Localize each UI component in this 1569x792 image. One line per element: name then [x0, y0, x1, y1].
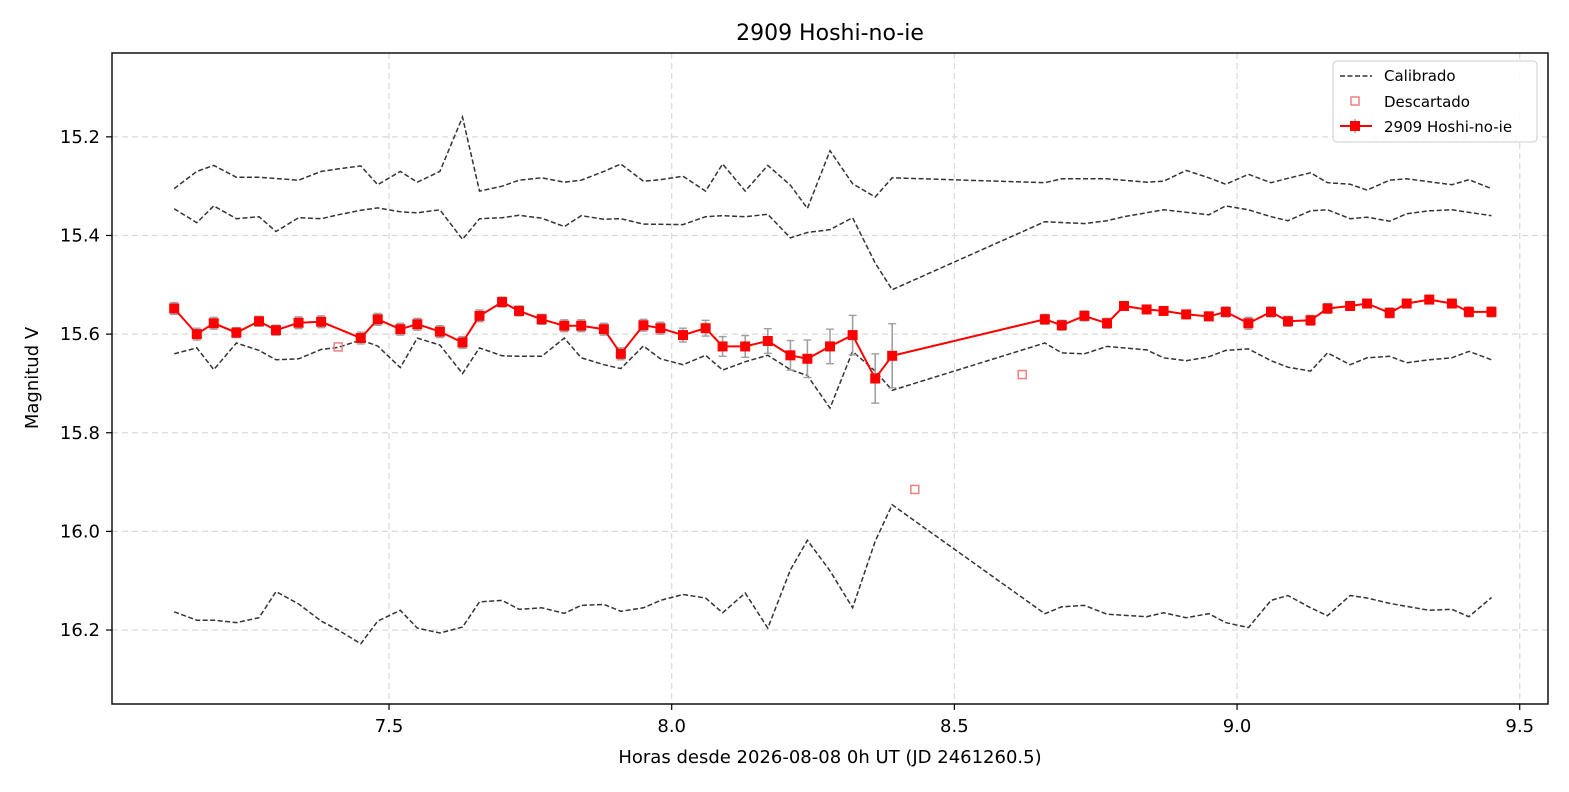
legend-calibrated-label: Calibrado [1384, 67, 1456, 85]
target-point [1079, 310, 1090, 321]
calibrated-line [174, 337, 1492, 410]
legend-discarded-label: Descartado [1384, 93, 1470, 111]
calibrated-line [173, 204, 1492, 291]
target-point [514, 305, 525, 316]
chart-title: 2909 Hoshi-no-ie [736, 21, 924, 46]
x-axis: 7.5 8.0 8.5 9.0 9.5 [375, 704, 1534, 737]
y-axis-label: Magnitud V [22, 326, 43, 429]
target-point [1424, 294, 1435, 305]
target-point [847, 330, 858, 341]
target-point [1102, 318, 1113, 329]
x-axis-label: Horas desde 2026-08-08 0h UT (JD 2461260… [618, 747, 1041, 768]
y-tick-label: 16.2 [60, 620, 100, 641]
target-point [169, 303, 180, 314]
target-point [1463, 306, 1474, 317]
plot-frame [111, 52, 1549, 705]
target-point [316, 316, 327, 327]
target-point [559, 320, 570, 331]
target-point [293, 317, 304, 328]
target-point [785, 350, 796, 361]
target-point [474, 310, 485, 321]
y-tick-label: 15.8 [60, 423, 100, 444]
discarded-points-group [333, 342, 1027, 495]
target-point [434, 326, 445, 337]
target-point [372, 314, 383, 325]
target-point [1056, 320, 1067, 331]
target-point [655, 323, 666, 334]
target-point [1446, 298, 1457, 309]
target-point [457, 337, 468, 348]
target-point [700, 323, 711, 334]
y-tick-label: 16.0 [60, 521, 100, 542]
target-point [1384, 307, 1395, 318]
target-point [870, 373, 881, 384]
target-point [678, 330, 689, 341]
target-point [717, 341, 728, 352]
target-point [1243, 318, 1254, 329]
target-point [355, 333, 366, 344]
calibrated-line [173, 114, 1492, 210]
target-point [887, 350, 898, 361]
target-point [576, 320, 587, 331]
target-point [231, 327, 242, 338]
x-tick-label: 8.5 [940, 716, 969, 737]
legend: Calibrado Descartado 2909 Hoshi-no-ie [1332, 60, 1538, 143]
legend-discarded-swatch [1350, 96, 1360, 106]
target-point [598, 324, 609, 335]
y-tick-label: 15.6 [60, 324, 100, 345]
discarded-point [1017, 369, 1027, 380]
legend-target-label: 2909 Hoshi-no-ie [1384, 118, 1512, 136]
target-line [173, 298, 1492, 381]
legend-box [1332, 60, 1538, 143]
target-point [1345, 301, 1356, 312]
y-tick-label: 15.4 [60, 225, 100, 246]
target-point [1486, 306, 1497, 317]
target-point [1282, 316, 1293, 327]
target-point [615, 348, 626, 359]
target-point [1305, 315, 1316, 326]
target-point [802, 353, 813, 364]
target-point [740, 341, 751, 352]
target-series-group [169, 294, 1497, 404]
target-point [1141, 304, 1152, 315]
target-point [1203, 311, 1214, 322]
target-point [536, 314, 547, 325]
grid [112, 53, 1548, 704]
target-point [1181, 309, 1192, 320]
target-point [1039, 314, 1050, 325]
target-point [253, 316, 264, 327]
target-point [638, 320, 649, 331]
target-point [1220, 306, 1231, 317]
calibrated-series-group [173, 114, 1492, 645]
target-point [270, 325, 281, 336]
x-tick-label: 9.0 [1223, 716, 1252, 737]
target-point [1118, 301, 1129, 312]
y-axis: 15.2 15.4 15.6 15.8 16.0 16.2 [60, 127, 112, 641]
target-point [497, 297, 508, 308]
legend-target-marker [1350, 121, 1360, 131]
x-tick-label: 9.5 [1505, 716, 1534, 737]
target-point [825, 341, 835, 352]
discarded-point [333, 342, 343, 352]
x-tick-label: 8.0 [657, 716, 686, 737]
target-point [1158, 305, 1169, 316]
target-point [1362, 298, 1373, 309]
discarded-point [910, 484, 920, 495]
target-point [1265, 306, 1276, 317]
target-point [1401, 298, 1412, 309]
target-point [1322, 303, 1333, 314]
target-point [762, 336, 773, 347]
target-point [208, 318, 219, 329]
target-point [395, 324, 406, 335]
y-tick-label: 15.2 [60, 127, 100, 148]
target-point [412, 319, 423, 330]
target-point [191, 329, 202, 340]
x-tick-label: 7.5 [375, 716, 404, 737]
